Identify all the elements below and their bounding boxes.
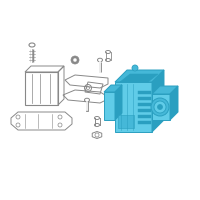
- Polygon shape: [115, 85, 122, 120]
- Polygon shape: [152, 94, 170, 120]
- Polygon shape: [138, 91, 151, 94]
- Polygon shape: [104, 92, 115, 120]
- Polygon shape: [138, 103, 151, 106]
- Circle shape: [73, 58, 77, 62]
- Polygon shape: [138, 109, 151, 112]
- Polygon shape: [118, 115, 134, 128]
- Polygon shape: [104, 85, 122, 92]
- Circle shape: [151, 98, 169, 116]
- Polygon shape: [138, 97, 151, 100]
- Circle shape: [158, 104, 162, 110]
- Circle shape: [132, 65, 138, 71]
- Polygon shape: [120, 74, 158, 82]
- Circle shape: [154, 101, 166, 113]
- Polygon shape: [152, 86, 178, 94]
- Polygon shape: [138, 121, 151, 124]
- Polygon shape: [170, 86, 178, 120]
- Polygon shape: [138, 115, 151, 118]
- Polygon shape: [115, 82, 152, 132]
- Circle shape: [71, 56, 79, 64]
- Polygon shape: [115, 70, 164, 82]
- Polygon shape: [152, 70, 164, 132]
